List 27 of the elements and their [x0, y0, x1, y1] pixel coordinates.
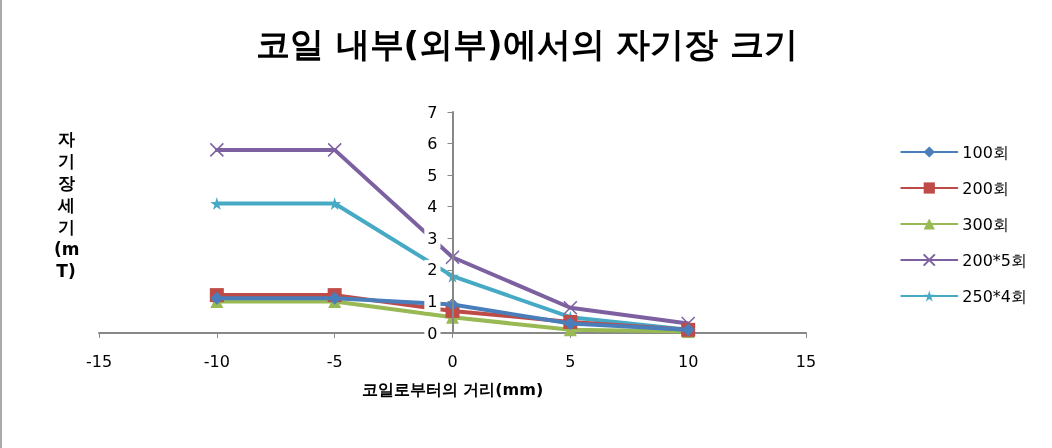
- chart-title: 코일 내부(외부)에서의 자기장 크기: [255, 24, 799, 64]
- legend-label: 100회: [962, 142, 1009, 162]
- legend-label: 250*4회: [962, 286, 1027, 306]
- y-tick-label: 2: [427, 260, 438, 280]
- x-tick-label: 5: [565, 351, 576, 371]
- x-tick-label: -5: [326, 351, 343, 371]
- x-tick-label: 0: [447, 351, 458, 371]
- point: [327, 142, 342, 158]
- point: [445, 249, 460, 265]
- y-tick-label: 3: [427, 228, 438, 248]
- legend-label: 300회: [962, 214, 1009, 234]
- y-tick-label: 6: [427, 134, 438, 154]
- legend-label: 200회: [962, 178, 1009, 198]
- y-tick-label: 7: [427, 102, 438, 122]
- legend-label: 200*5회: [962, 250, 1027, 270]
- x-tick-label: -15: [85, 351, 113, 371]
- x-tick-label: 15: [795, 351, 817, 371]
- point: [209, 142, 225, 158]
- x-tick-label: 10: [677, 351, 699, 371]
- y-tick-label: 0: [427, 323, 438, 343]
- y-tick-label: 4: [427, 197, 438, 217]
- point: [328, 197, 342, 211]
- y-tick-label: 1: [427, 291, 438, 311]
- x-axis-title: 코일로부터의 거리(mm): [361, 379, 544, 399]
- y-tick-label: 5: [427, 165, 438, 185]
- x-tick-label: -10: [203, 351, 230, 371]
- y-axis-title: 자기장 세기(mT): [54, 128, 80, 282]
